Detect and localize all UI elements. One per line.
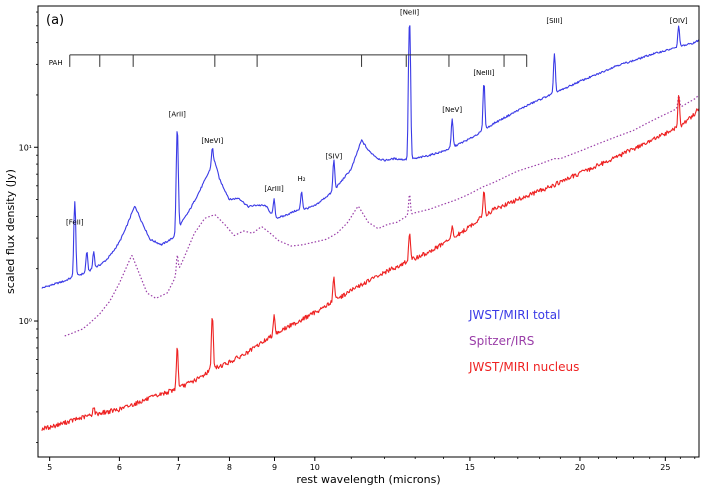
x-tick-label: 7 (176, 463, 181, 472)
line-label: [FeII] (66, 218, 84, 226)
x-axis-label: rest wavelength (microns) (296, 473, 440, 486)
y-tick-label: 10⁰ (19, 317, 32, 326)
line-label: [SIV] (325, 153, 342, 161)
line-label: [ArII] (169, 111, 187, 119)
plot-frame (37, 5, 700, 458)
x-tick-label: 15 (465, 463, 475, 472)
legend-entry-miri-total: JWST/MIRI total (468, 308, 560, 322)
pah-label: PAH (49, 59, 63, 67)
axes: 5 6 7 8 9 10 15 20 25 10⁰ 10¹ (19, 11, 696, 472)
line-label: [NeIII] (473, 69, 494, 77)
x-tick-label: 6 (117, 463, 122, 472)
line-label: [SIII] (546, 17, 562, 25)
line-label: [NeV] (442, 106, 462, 114)
y-tick-label: 10¹ (19, 143, 32, 152)
series-line-2 (41, 95, 700, 431)
line-label: [NeVI] (201, 137, 223, 145)
x-tick-label: 10 (310, 463, 320, 472)
x-tick-label: 9 (272, 463, 277, 472)
series-line-1 (64, 94, 700, 337)
x-tick-label: 5 (47, 463, 52, 472)
plot-body: PAH [FeII] [ArII] [NeVI] [ArIII] H₂ [SIV] [NeII… (41, 9, 700, 431)
line-label: [OIV] (670, 17, 688, 25)
y-axis-label: scaled flux density (Jy) (4, 169, 17, 294)
legend-entry-miri-nucleus: JWST/MIRI nucleus (468, 360, 579, 374)
panel-label: (a) (46, 13, 64, 28)
x-tick-label: 25 (660, 463, 670, 472)
x-tick-label: 8 (227, 463, 232, 472)
legend-entry-spitzer-irs: Spitzer/IRS (469, 334, 534, 348)
legend: JWST/MIRI total Spitzer/IRS JWST/MIRI nu… (468, 308, 579, 374)
x-tick-label: 20 (575, 463, 585, 472)
series-line-0 (41, 25, 700, 289)
line-label: [ArIII] (264, 185, 284, 193)
line-label: [NeII] (400, 9, 419, 17)
line-label: H₂ (298, 175, 306, 183)
